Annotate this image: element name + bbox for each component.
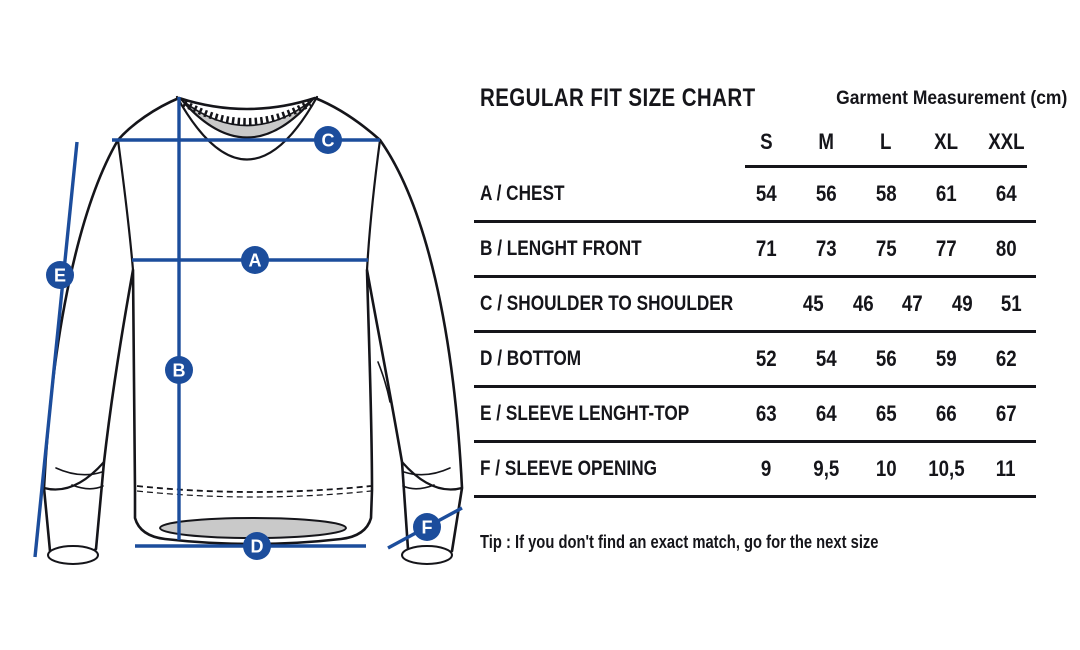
- measure-marker-c: C: [314, 126, 342, 154]
- row-label: E / SLEEVE LENGHT-TOP: [480, 402, 690, 425]
- measure-line-e: [33, 141, 79, 558]
- marker-letter-b: B: [173, 361, 186, 381]
- measure-marker-b: B: [165, 356, 193, 384]
- row-label: D / BOTTOM: [480, 347, 582, 370]
- marker-letter-a: A: [249, 251, 262, 271]
- row-label: B / LENGHT FRONT: [480, 237, 642, 260]
- hem-stitch-top: [136, 485, 372, 493]
- unit-header: Garment Measurement (cm): [836, 88, 1068, 109]
- col-header-xl: XL: [934, 129, 958, 154]
- size-column-headers: S M L XL XXL: [474, 129, 1036, 155]
- measure-marker-e: E: [46, 261, 74, 289]
- marker-letter-e: E: [54, 266, 66, 286]
- row-label: A / CHEST: [480, 182, 565, 205]
- garment-diagram: A B C D E F: [33, 95, 464, 565]
- collar-tape-seam: [182, 100, 312, 127]
- left-cuff-crease: [55, 467, 104, 490]
- col-header-l: L: [880, 129, 892, 154]
- measure-marker-a: A: [241, 246, 269, 274]
- left-cuff-opening: [47, 545, 99, 565]
- marker-letter-f: F: [422, 518, 433, 538]
- col-header-s: S: [759, 129, 773, 154]
- marker-letter-d: D: [251, 537, 264, 557]
- left-armhole-seam: [116, 138, 135, 272]
- hem-stitch-bottom: [136, 490, 372, 498]
- table-header: REGULAR FIT SIZE CHART Garment Measureme…: [474, 84, 1067, 113]
- collar-inner-edge: [179, 97, 315, 139]
- collar-outer-edge: [175, 95, 319, 161]
- col-header-m: M: [818, 129, 834, 154]
- right-cuff-crease: [402, 467, 451, 490]
- table-row-chest: A / CHEST 54 56 58 61 64: [474, 168, 1036, 223]
- marker-letter-c: C: [322, 131, 335, 151]
- table-row-shoulder: C / SHOULDER TO SHOULDER 45 46 47 49 51: [474, 278, 1036, 333]
- table-row-bottom: D / BOTTOM 52 54 56 59 62: [474, 333, 1036, 388]
- right-sleeve-crease: [377, 361, 391, 403]
- size-table-panel: REGULAR FIT SIZE CHART Garment Measureme…: [474, 84, 1067, 553]
- col-header-xxl: XXL: [987, 129, 1025, 154]
- page-title: REGULAR FIT SIZE CHART: [480, 84, 756, 112]
- measure-marker-d: D: [243, 532, 271, 560]
- right-cuff-opening: [401, 545, 453, 565]
- header-rule: [745, 165, 1027, 168]
- size-rows: A / CHEST 54 56 58 61 64 B / LENGHT FRON…: [474, 168, 1036, 498]
- right-armhole-seam: [365, 138, 382, 272]
- row-label: F / SLEEVE OPENING: [480, 457, 658, 480]
- fit-tip: Tip : If you don't find an exact match, …: [480, 532, 879, 552]
- table-row-length-front: B / LENGHT FRONT 71 73 75 77 80: [474, 223, 1036, 278]
- row-label: C / SHOULDER TO SHOULDER: [480, 292, 734, 315]
- measure-marker-f: F: [413, 513, 441, 541]
- table-row-sleeve-opening: F / SLEEVE OPENING 9 9,5 10 10,5 11: [474, 443, 1036, 498]
- table-row-sleeve-length: E / SLEEVE LENGHT-TOP 63 64 65 66 67: [474, 388, 1036, 443]
- sweatshirt-outline: [42, 96, 464, 561]
